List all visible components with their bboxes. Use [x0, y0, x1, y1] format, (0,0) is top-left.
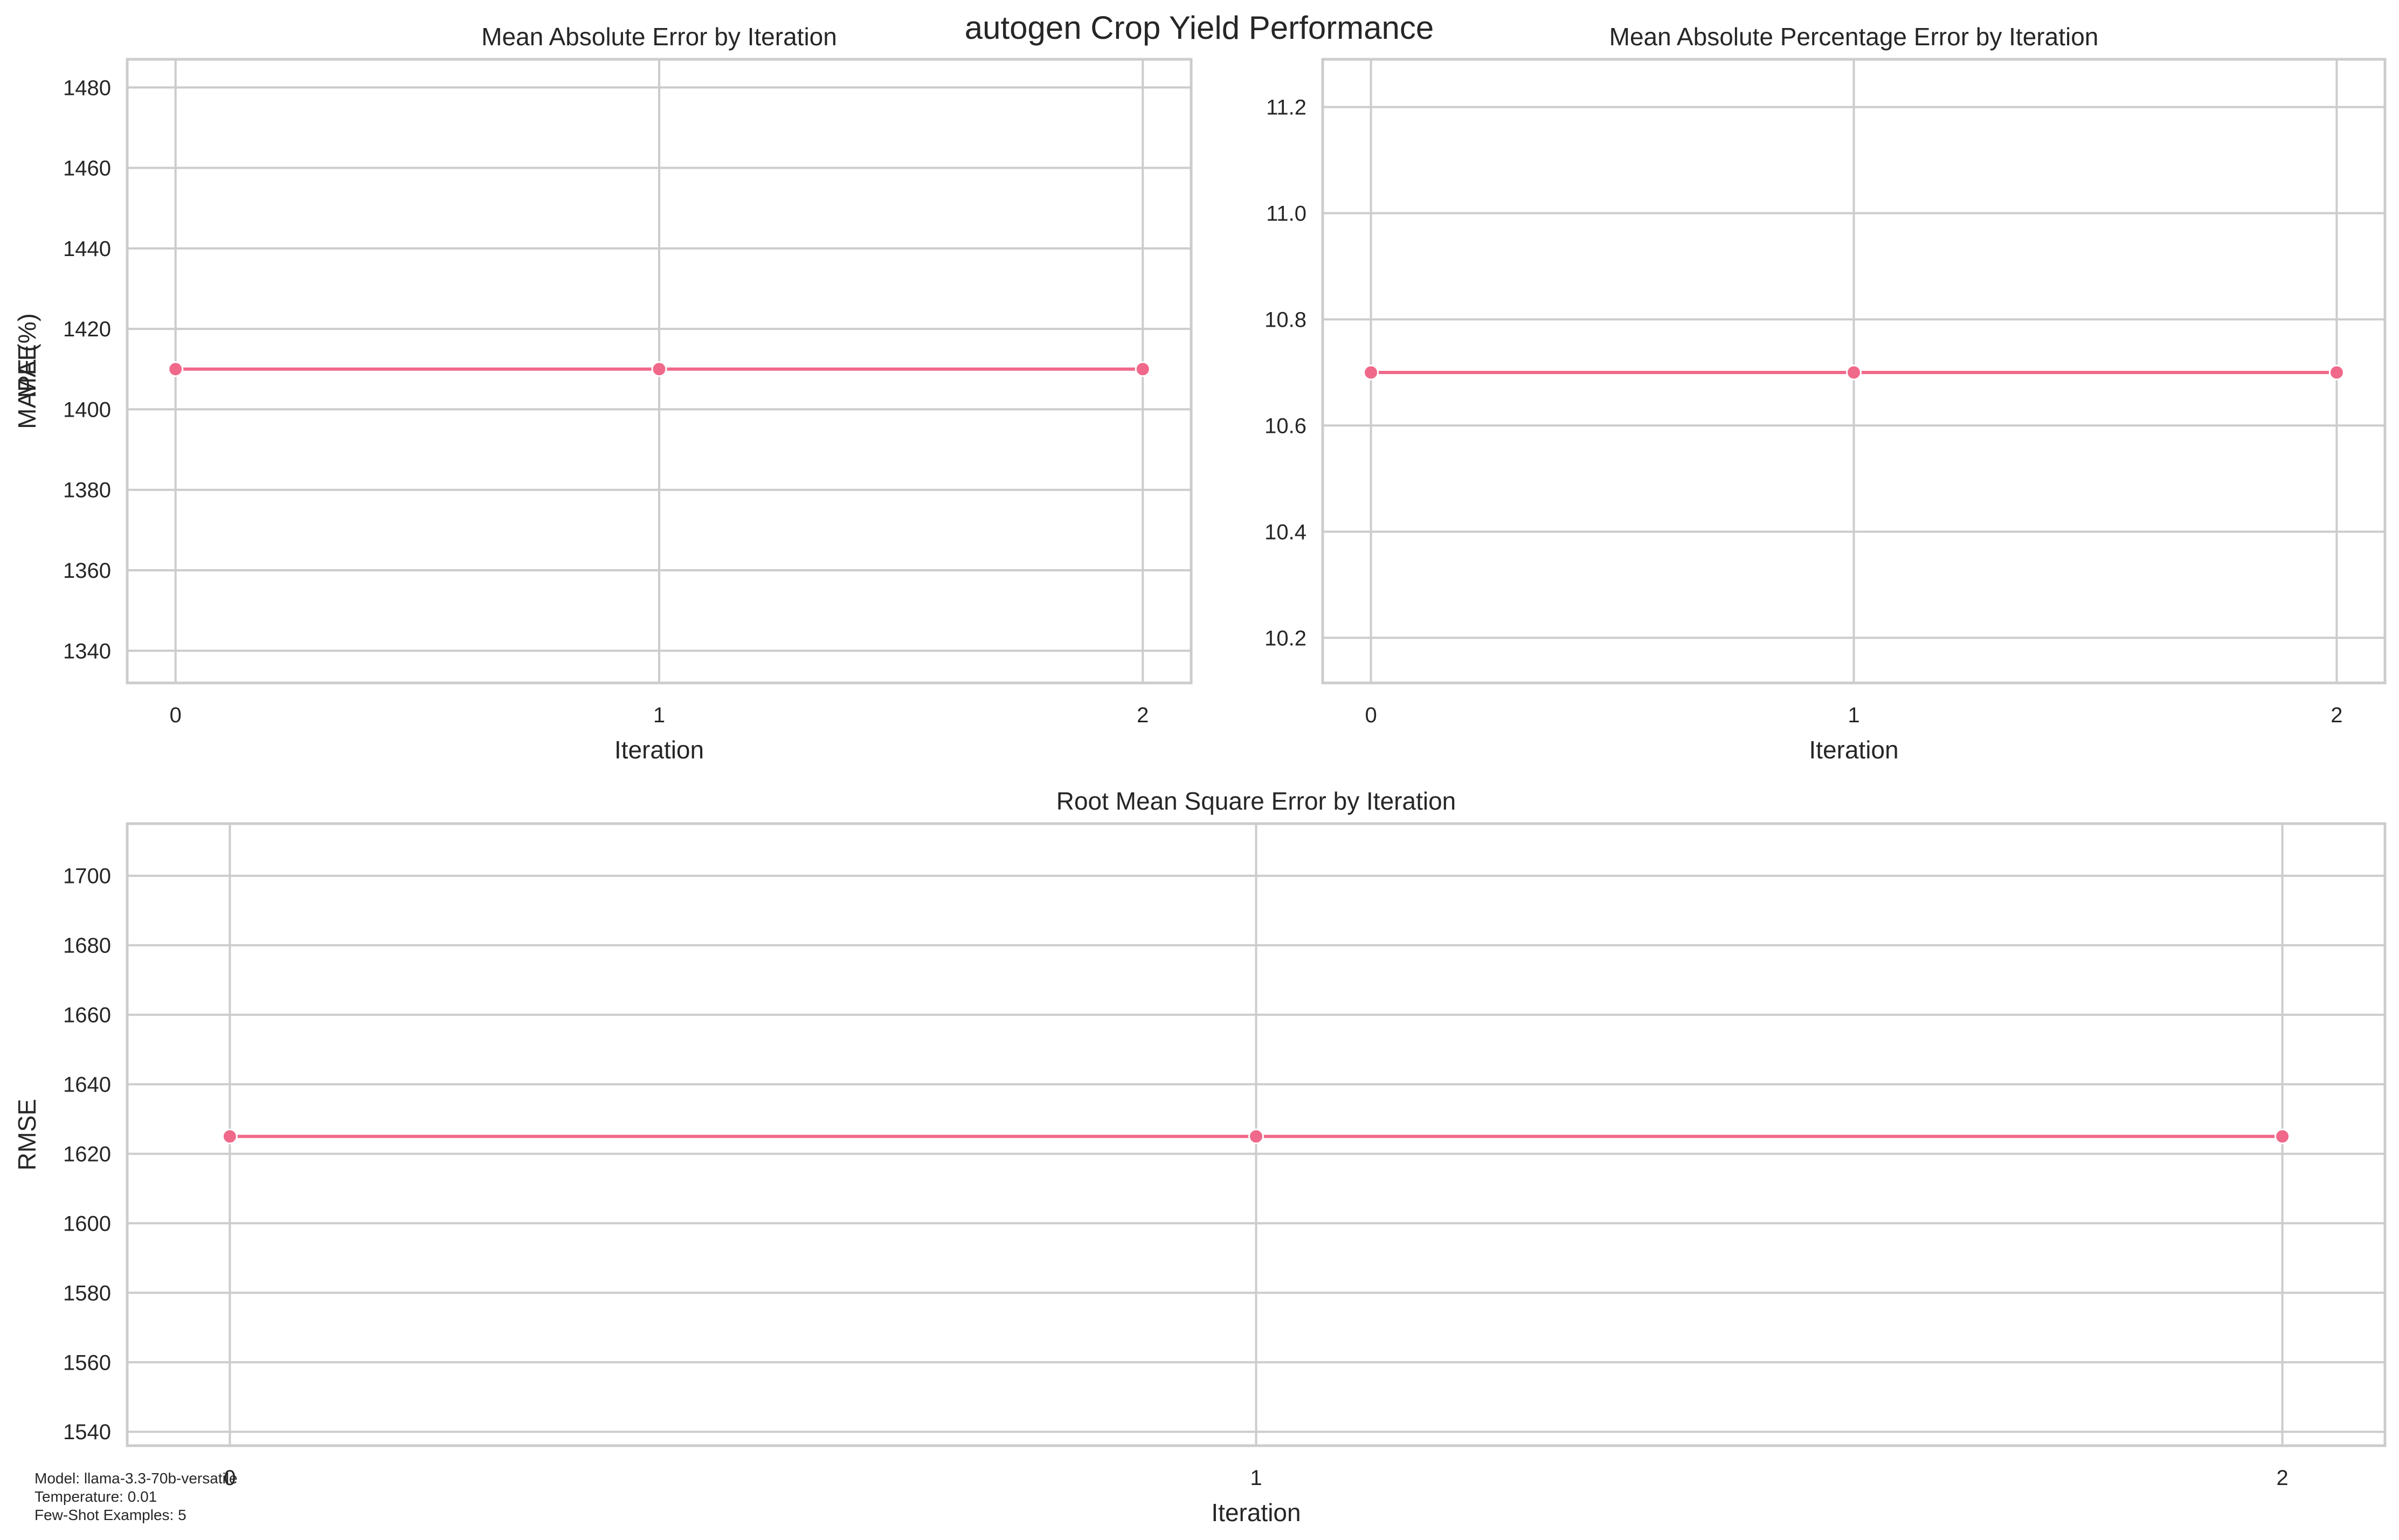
undefined-x-axis-label: Iteration	[1211, 1498, 1301, 1527]
undefined-point	[1135, 361, 1151, 377]
undefined-chart-title: Mean Absolute Error by Iteration	[481, 23, 837, 51]
mape-chart: 10.2 10.4 10.6 10.8 11.0 11.2 0 1 2 Mean Absolute…	[13, 23, 2387, 764]
undefined-point	[168, 361, 184, 377]
y-tick-label: 11.2	[1266, 96, 1306, 120]
y-tick-label: 1340	[63, 639, 111, 663]
y-tick-label: 1580	[63, 1281, 111, 1305]
rmse-chart: 1540 1560 1580 1600 1620 1640 1660 1680 1700 0 1 2 R…	[13, 787, 2387, 1527]
y-tick-label: 1380	[63, 479, 111, 502]
footnote-temperature: Temperature: 0.01	[34, 1488, 157, 1505]
x-tick-label: 2	[1137, 703, 1149, 727]
y-tick-label: 1540	[63, 1420, 111, 1444]
y-tick-label: 1460	[63, 157, 111, 181]
y-tick-label: 10.8	[1264, 308, 1306, 332]
undefined-y-axis-label: MAPE (%)	[13, 313, 41, 429]
y-tick-label: 1360	[63, 559, 111, 583]
undefined-y-axis-label: RMSE	[13, 1099, 41, 1171]
figure-title: autogen Crop Yield Performance	[965, 10, 1434, 46]
y-tick-label: 1660	[63, 1004, 111, 1027]
y-tick-label: 1700	[63, 865, 111, 888]
x-tick-label: 1	[1848, 703, 1859, 727]
y-tick-label: 11.0	[1266, 202, 1306, 226]
plot-frame	[126, 822, 2387, 1447]
y-tick-label: 1400	[63, 398, 111, 422]
undefined-point	[1248, 1128, 1264, 1144]
plot-frame	[126, 58, 1193, 685]
y-tick-label: 1680	[63, 934, 111, 958]
undefined-y-axis-label: MAE	[13, 344, 41, 398]
x-tick-label: 1	[653, 703, 665, 727]
x-tick-label: 0	[224, 1466, 236, 1490]
mae-chart: 1340 1360 1380 1400 1420 1440 1460 1480 0 1 2 Mean …	[13, 23, 1193, 764]
footnote-model: Model: llama-3.3-70b-versatile	[34, 1470, 238, 1487]
undefined-x-axis-label: Iteration	[614, 736, 704, 764]
y-tick-label: 1640	[63, 1073, 111, 1097]
undefined-point	[2274, 1128, 2291, 1144]
x-tick-label: 2	[2276, 1466, 2288, 1490]
x-tick-label: 0	[170, 703, 182, 727]
undefined-chart-title: Root Mean Square Error by Iteration	[1056, 787, 1456, 815]
undefined-point	[651, 361, 667, 377]
y-tick-label: 10.4	[1264, 520, 1306, 544]
undefined-point	[1846, 364, 1862, 381]
undefined-chart-title: Mean Absolute Percentage Error by Iterat…	[1609, 23, 2099, 51]
undefined-point	[2328, 364, 2345, 381]
y-tick-label: 1440	[63, 237, 111, 261]
y-tick-label: 10.6	[1264, 414, 1306, 438]
y-tick-label: 1620	[63, 1142, 111, 1166]
y-tick-label: 1480	[63, 76, 111, 100]
footnote-few-shot: Few-Shot Examples: 5	[34, 1507, 186, 1523]
undefined-point	[222, 1128, 238, 1144]
y-tick-label: 1600	[63, 1212, 111, 1235]
plot-frame	[1321, 58, 2387, 685]
undefined-x-axis-label: Iteration	[1809, 736, 1898, 764]
x-tick-label: 1	[1250, 1466, 1262, 1490]
y-tick-label: 1420	[63, 317, 111, 341]
y-tick-label: 1560	[63, 1351, 111, 1375]
y-tick-label: 10.2	[1264, 626, 1306, 650]
undefined-point	[1363, 364, 1379, 381]
footnote: Model: llama-3.3-70b-versatile Temperatu…	[34, 1470, 238, 1523]
x-tick-label: 2	[2331, 703, 2342, 727]
x-tick-label: 0	[1365, 703, 1377, 727]
